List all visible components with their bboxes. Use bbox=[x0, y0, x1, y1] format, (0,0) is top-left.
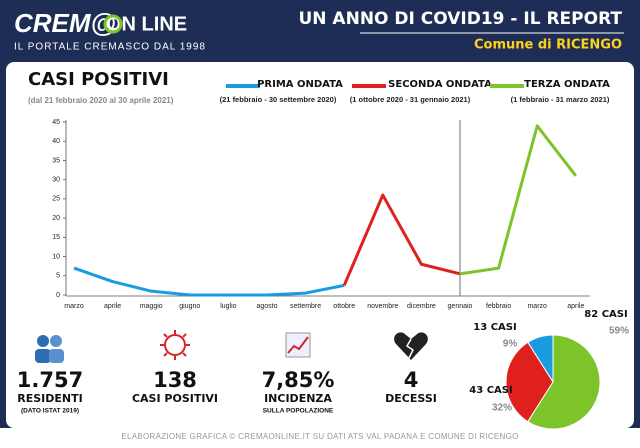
residents-icon bbox=[35, 335, 64, 363]
y-tick-label: 20 bbox=[52, 215, 60, 222]
stat-label: DECESSI bbox=[385, 392, 437, 405]
legend-period: (21 febbraio - 30 settembre 2020) bbox=[220, 95, 337, 104]
pie-category: 82 CASI bbox=[584, 309, 627, 320]
pie-slice bbox=[527, 334, 601, 430]
y-tick-label: 45 bbox=[52, 119, 60, 126]
heart-crack bbox=[406, 338, 414, 359]
logo-suffix: ON LINE bbox=[106, 13, 187, 35]
x-tick-label: ottobre bbox=[333, 303, 355, 310]
pie-category: 43 CASI bbox=[469, 385, 512, 396]
chart-subtitle: (dal 21 febbraio 2020 al 30 aprile 2021) bbox=[28, 96, 174, 105]
report-title: UN ANNO DI COVID19 - IL REPORT bbox=[298, 9, 622, 29]
pie-percent: 32% bbox=[492, 403, 512, 414]
chart-title: CASI POSITIVI bbox=[28, 69, 169, 90]
footer-band bbox=[0, 428, 640, 448]
stat-value: 138 bbox=[153, 368, 197, 392]
x-tick-label: aprile bbox=[567, 303, 584, 310]
virus-icon bbox=[160, 330, 190, 360]
pie-percent: 59% bbox=[609, 326, 629, 337]
footer: ELABORAZIONE GRAFICA © CREMAONLINE.IT SU… bbox=[121, 432, 518, 441]
x-tick-label: agosto bbox=[256, 303, 277, 310]
logo: CREM@ bbox=[14, 8, 116, 38]
incidence-icon bbox=[285, 332, 311, 358]
stat-label: RESIDENTI bbox=[17, 392, 82, 405]
legend-label: TERZA ONDATA bbox=[524, 79, 610, 90]
stat-value: 7,85% bbox=[262, 368, 335, 392]
x-tick-label: novembre bbox=[367, 303, 398, 310]
panel bbox=[6, 62, 634, 428]
x-tick-label: dicembre bbox=[407, 303, 436, 310]
pie-slice bbox=[505, 341, 554, 423]
stat-label: CASI POSITIVI bbox=[132, 392, 218, 405]
y-tick-label: 15 bbox=[52, 234, 60, 241]
series-line bbox=[73, 266, 345, 297]
tagline: IL PORTALE CREMASCO DAL 1998 bbox=[14, 42, 206, 53]
y-tick-label: 35 bbox=[52, 157, 60, 164]
y-tick-label: 40 bbox=[52, 138, 60, 145]
y-tick-label: 10 bbox=[52, 253, 60, 260]
stat-value: 1.757 bbox=[17, 368, 83, 392]
pie-category: 13 CASI bbox=[473, 322, 516, 333]
x-tick-label: gennaio bbox=[448, 303, 473, 310]
x-tick-label: settembre bbox=[290, 303, 321, 310]
logo-ring bbox=[103, 14, 123, 34]
report-subtitle: Comune di RICENGO bbox=[474, 38, 622, 53]
y-tick-label: 25 bbox=[52, 196, 60, 203]
x-tick-label: luglio bbox=[220, 303, 236, 310]
x-tick-label: aprile bbox=[104, 303, 121, 310]
legend-period: (1 ottobre 2020 - 31 gennaio 2021) bbox=[350, 95, 471, 104]
y-tick-label: 30 bbox=[52, 177, 60, 184]
legend-label: SECONDA ONDATA bbox=[388, 79, 492, 90]
heart-icon bbox=[394, 332, 428, 360]
y-tick-label: 0 bbox=[56, 292, 60, 299]
series-line bbox=[342, 193, 461, 286]
legend-period: (1 febbraio - 31 marzo 2021) bbox=[511, 95, 610, 104]
x-tick-label: marzo bbox=[64, 303, 84, 310]
pie-percent: 9% bbox=[503, 339, 518, 350]
stat-note: (DATO ISTAT 2019) bbox=[21, 408, 79, 415]
stat-value: 4 bbox=[404, 368, 419, 392]
x-tick-label: febbraio bbox=[486, 303, 511, 310]
x-tick-label: marzo bbox=[527, 303, 547, 310]
legend-label: PRIMA ONDATA bbox=[257, 79, 343, 90]
x-tick-label: giugno bbox=[179, 303, 200, 310]
y-tick-label: 5 bbox=[56, 273, 60, 280]
stat-label: INCIDENZA bbox=[264, 392, 332, 405]
x-tick-label: maggio bbox=[140, 303, 163, 310]
series-line bbox=[459, 124, 577, 276]
stat-note: SULLA POPOLAZIONE bbox=[263, 408, 334, 415]
